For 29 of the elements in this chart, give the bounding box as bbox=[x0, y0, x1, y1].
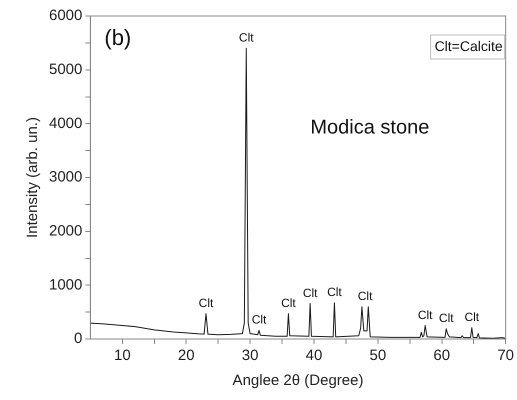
x-tick-label: 30 bbox=[242, 347, 258, 364]
annotation: Clt bbox=[281, 296, 296, 310]
annotation: Clt bbox=[438, 311, 454, 326]
y-tick-label: 2000 bbox=[48, 222, 82, 240]
x-tick-label: 40 bbox=[306, 347, 322, 364]
annotation: Modica stone bbox=[310, 116, 430, 139]
y-axis-title: Intensity (arb. un.) bbox=[24, 117, 42, 238]
y-tick-label: 1000 bbox=[48, 276, 82, 294]
annotation: Clt bbox=[464, 310, 480, 324]
annotation: Clt=Calcite bbox=[434, 38, 503, 54]
y-tick-label: 5000 bbox=[48, 60, 82, 78]
y-tick-label: 4000 bbox=[48, 114, 82, 132]
annotation: Clt bbox=[418, 308, 434, 322]
annotation: Clt bbox=[252, 312, 268, 327]
annotation: Clt bbox=[198, 296, 214, 310]
annotation: Clt bbox=[327, 285, 342, 300]
y-tick-label: 6000 bbox=[48, 7, 82, 24]
y-tick-label: 3000 bbox=[48, 168, 82, 186]
x-tick-label: 50 bbox=[370, 347, 386, 364]
x-tick-label: 10 bbox=[114, 347, 131, 364]
x-tick-label: 70 bbox=[497, 347, 514, 364]
y-tick-label: 0 bbox=[74, 330, 82, 348]
x-tick-label: 60 bbox=[433, 347, 450, 364]
annotation: Clt bbox=[302, 286, 318, 300]
x-axis-title: Anglee 2θ (Degree) bbox=[232, 372, 364, 390]
annotation: Clt bbox=[358, 289, 374, 304]
annotation: Clt bbox=[238, 30, 254, 45]
annotation: (b) bbox=[104, 25, 132, 50]
x-tick-label: 20 bbox=[178, 347, 195, 364]
